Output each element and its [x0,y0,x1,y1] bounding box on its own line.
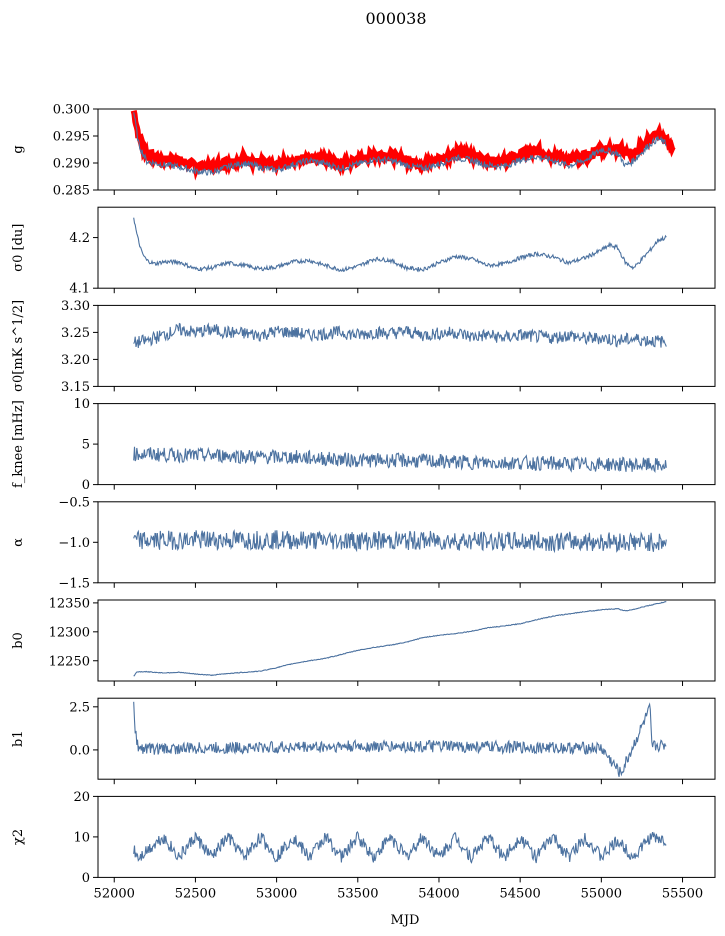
y-axis-label: σ0[mK s^1/2] [11,300,26,392]
subplot-2: 4.1 4.2 σ0 [du] [11,206,716,297]
subplot-6: 12250 12300 12350 b0 [11,596,716,686]
y-tick-label: 0.0 [69,743,90,758]
plot-area [133,529,667,554]
y-axis-label: b0 [11,632,26,649]
y-tick-label: 3.25 [61,326,90,341]
y-tick-label: 12350 [49,596,90,611]
y-tick-label: 2.5 [69,700,90,715]
y-tick-label: 3.15 [61,380,90,395]
y-tick-label: −1.5 [58,576,90,591]
y-axis-label: f_knee [mHz] [11,400,26,488]
x-tick-label: 54000 [418,886,459,901]
y-tick-label: 10 [73,397,90,412]
y-tick-label: 0.295 [53,130,90,145]
y-tick-label: −0.5 [58,495,90,510]
y-axis-label: g [11,145,26,153]
axes-frame [97,108,716,191]
y-axis-label: χ2 [11,829,26,845]
figure-title: 000038 [365,9,426,28]
axes-frame [97,795,716,878]
plot-area [130,110,676,181]
y-tick-label: 0.290 [53,157,90,172]
x-tick-label: 53500 [337,886,378,901]
y-tick-label: 10 [73,830,90,845]
axes-frame [97,206,716,289]
y-tick-label: 0 [82,478,90,493]
y-tick-label: 0.285 [53,184,90,199]
y-tick-label: 20 [73,790,90,805]
y-tick-label: 5 [82,438,90,453]
series-line [133,529,667,554]
axes-frame [97,304,716,387]
y-tick-label: 4.2 [69,231,90,246]
plot-area [133,446,667,473]
x-axis-label: MJD [391,913,420,928]
series-line [133,831,667,864]
y-tick-label: −1.0 [58,536,90,551]
series-line [133,601,667,677]
y-tick-label: 4.1 [69,282,90,297]
axes-frame [97,403,716,486]
x-tick-label: 53000 [256,886,297,901]
y-tick-label: 3.20 [61,353,90,368]
series-line [133,446,667,473]
series-overlay-red [130,110,676,181]
series-line [133,322,667,349]
y-tick-label: 12250 [49,654,90,669]
series-line [133,217,667,273]
series-line [133,701,667,777]
y-tick-label: 3.30 [61,299,90,314]
y-tick-label: 12300 [49,625,90,640]
y-axis-label: α [11,538,26,547]
x-tick-label: 55500 [662,886,703,901]
plot-area [133,831,667,864]
plot-area [133,601,667,677]
subplot-3: 3.15 3.20 3.25 3.30 σ0[mK s^1/2] [11,299,716,395]
subplot-8: 0 10 20 52000 52500 53000 53500 54000 54500 55000… [11,790,716,901]
plot-area [133,701,667,777]
x-tick-label: 52500 [175,886,216,901]
y-axis-label: b1 [11,730,26,747]
y-tick-label: 0 [82,871,90,886]
y-tick-label: 0.300 [53,103,90,118]
plot-area [133,217,667,273]
x-tick-label: 52000 [94,886,135,901]
subplot-4: 0 5 10 f_knee [mHz] [11,397,716,493]
x-tick-label: 55000 [581,886,622,901]
x-tick-label: 54500 [499,886,540,901]
plot-area [133,322,667,349]
axes-frame [97,697,716,780]
subplot-5: −1.5 −1.0 −0.5 α [11,495,716,591]
series-line [133,112,667,176]
y-axis-label: σ0 [du] [11,224,26,272]
axes-frame [97,599,716,682]
subplot-7: 0.0 2.5 b1 [11,697,716,785]
subplot-1: 0.285 0.290 0.295 0.300 g [11,103,716,199]
